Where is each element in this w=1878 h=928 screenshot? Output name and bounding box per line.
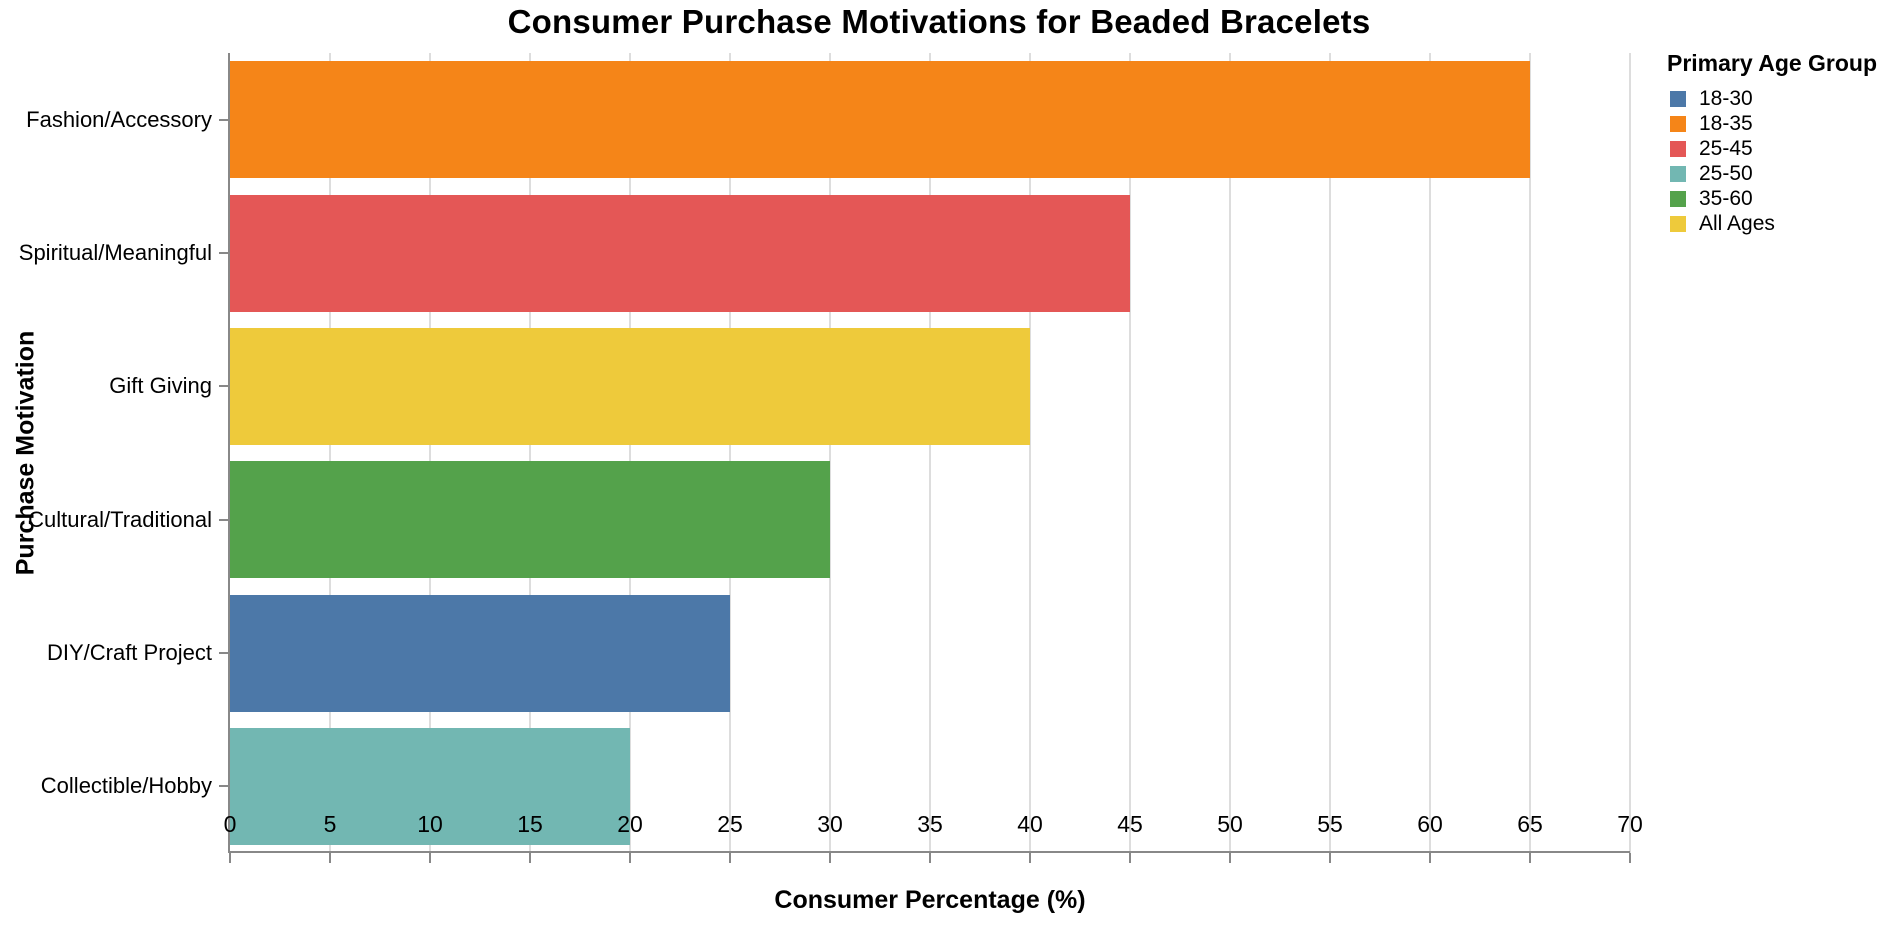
y-tick xyxy=(219,118,228,121)
gridline xyxy=(1529,53,1531,853)
bar-collectible-hobby xyxy=(230,727,630,845)
gridline xyxy=(1129,53,1131,853)
bar-cultural-traditional xyxy=(230,461,830,579)
chart-title: Consumer Purchase Motivations for Beaded… xyxy=(507,3,1371,40)
x-tick xyxy=(929,853,931,863)
bar-gift-giving xyxy=(230,327,1030,445)
bar-fashion-accessory xyxy=(230,61,1530,179)
x-tick-label: 40 xyxy=(1017,811,1043,837)
gridline xyxy=(1329,53,1331,853)
y-tick xyxy=(219,252,228,254)
legend-item: 18-35 xyxy=(1667,111,1877,136)
legend-item: All Ages xyxy=(1667,211,1877,236)
legend-label: 25-50 xyxy=(1699,161,1753,185)
x-tick xyxy=(1029,853,1031,863)
25-50-swatch-icon xyxy=(1670,165,1686,182)
x-domain-line xyxy=(228,851,1630,853)
y-tick-label: Spiritual/Meaningful xyxy=(18,240,212,265)
legend: Primary Age Group 18-30 18-35 25-45 25-50 35… xyxy=(1667,50,1877,236)
legend-title: Primary Age Group xyxy=(1667,50,1878,76)
x-tick-label: 35 xyxy=(917,811,943,837)
x-tick-label: 65 xyxy=(1517,811,1543,837)
x-tick xyxy=(1329,853,1331,863)
x-axis-title: Consumer Percentage (%) xyxy=(774,886,1086,914)
x-tick-label: 15 xyxy=(517,811,543,837)
x-tick-label: 45 xyxy=(1117,811,1143,837)
gridline xyxy=(529,53,531,853)
y-domain-line xyxy=(228,53,230,853)
y-tick-label: Collectible/Hobby xyxy=(40,773,212,799)
y-tick-label: DIY/Craft Project xyxy=(46,640,212,665)
gridline xyxy=(1429,53,1431,853)
legend-item: 25-50 xyxy=(1667,161,1877,186)
x-tick-label: 20 xyxy=(617,811,643,837)
x-tick xyxy=(1129,853,1131,863)
x-tick xyxy=(629,853,631,863)
plot-area: Fashion/Accessory Spiritual/Meaningful Gif… xyxy=(19,53,1631,863)
y-tick xyxy=(219,385,228,388)
legend-label: 18-30 xyxy=(1699,86,1753,110)
x-tick xyxy=(529,853,531,863)
x-tick-label: 0 xyxy=(223,811,237,837)
legend-item: 18-30 xyxy=(1667,86,1877,111)
18-35-swatch-icon xyxy=(1670,115,1686,132)
x-tick xyxy=(729,853,731,863)
y-tick-label: Fashion/Accessory xyxy=(26,106,212,132)
gridline xyxy=(829,53,831,853)
y-tick-label: Cultural/Traditional xyxy=(28,506,212,532)
all-ages-swatch-icon xyxy=(1670,215,1686,232)
legend-label: 18-35 xyxy=(1699,111,1753,135)
x-tick-label: 10 xyxy=(417,811,443,837)
legend-item: 35-60 xyxy=(1667,186,1877,211)
legend-label: 35-60 xyxy=(1699,186,1753,210)
x-tick xyxy=(1429,853,1431,863)
x-tick xyxy=(429,853,431,863)
x-tick-label: 50 xyxy=(1217,811,1243,837)
x-tick xyxy=(1529,853,1531,863)
y-axis-title: Purchase Motivation xyxy=(11,330,40,576)
bar-diy-craft-project xyxy=(230,594,730,712)
y-tick xyxy=(219,652,228,654)
x-tick xyxy=(1229,853,1231,863)
gridline xyxy=(1229,53,1231,853)
25-45-swatch-icon xyxy=(1670,140,1686,157)
x-tick-label: 55 xyxy=(1317,811,1343,837)
legend-label: 25-45 xyxy=(1699,136,1753,160)
18-30-swatch-icon xyxy=(1670,90,1686,107)
gridline xyxy=(929,53,931,853)
x-tick-label: 60 xyxy=(1417,811,1443,837)
x-tick-label: 25 xyxy=(717,811,743,837)
y-tick xyxy=(219,518,228,521)
x-tick xyxy=(329,853,331,863)
x-tick-label: 70 xyxy=(1617,811,1643,837)
35-60-swatch-icon xyxy=(1670,190,1686,207)
gridline xyxy=(729,53,731,853)
x-tick xyxy=(229,853,231,863)
gridline xyxy=(1629,53,1631,853)
gridline xyxy=(429,53,431,853)
x-tick xyxy=(829,853,831,863)
bar-spiritual-meaningful xyxy=(230,194,1130,312)
gridline xyxy=(329,53,331,853)
x-tick-label: 30 xyxy=(817,811,843,837)
legend-item: 25-45 xyxy=(1667,136,1877,161)
x-tick xyxy=(1629,853,1631,863)
y-tick xyxy=(219,785,228,788)
x-tick-label: 5 xyxy=(323,811,337,837)
legend-label: All Ages xyxy=(1699,211,1775,235)
gridline xyxy=(1029,53,1031,853)
y-tick-label: Gift Giving xyxy=(109,373,212,399)
legend-items: 18-30 18-35 25-45 25-50 35-60 All Ages xyxy=(1667,86,1877,236)
gridline xyxy=(629,53,631,853)
